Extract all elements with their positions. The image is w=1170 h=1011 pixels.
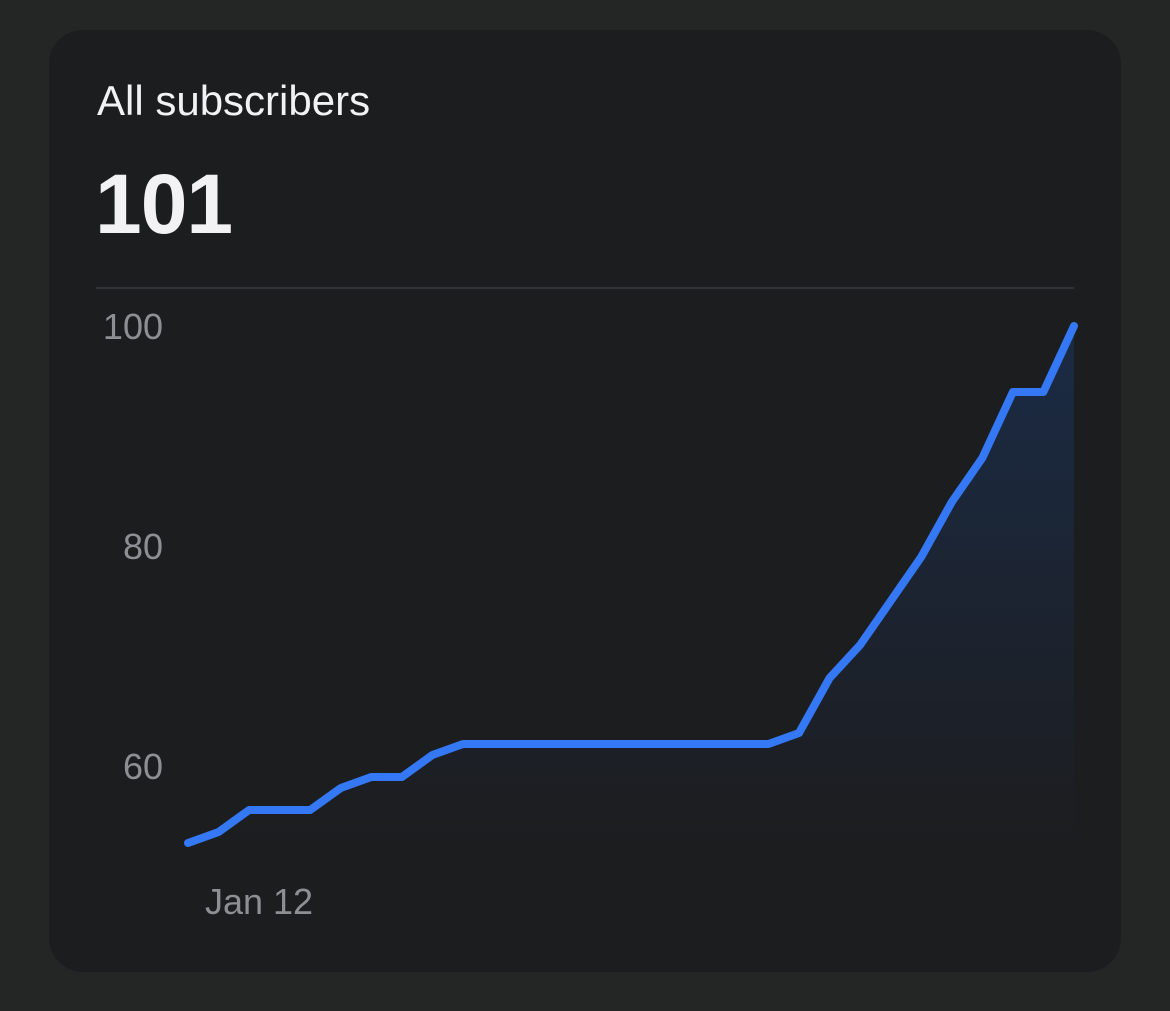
subscriber-count: 101 — [95, 157, 233, 251]
y-tick-label: 60 — [123, 746, 163, 787]
x-tick-label: Jan 12 — [205, 881, 313, 922]
series-area-fill — [188, 326, 1074, 843]
card-title: All subscribers — [97, 77, 371, 124]
y-tick-label: 100 — [103, 306, 163, 347]
series-line — [184, 322, 1078, 847]
y-tick-label: 80 — [123, 526, 163, 567]
